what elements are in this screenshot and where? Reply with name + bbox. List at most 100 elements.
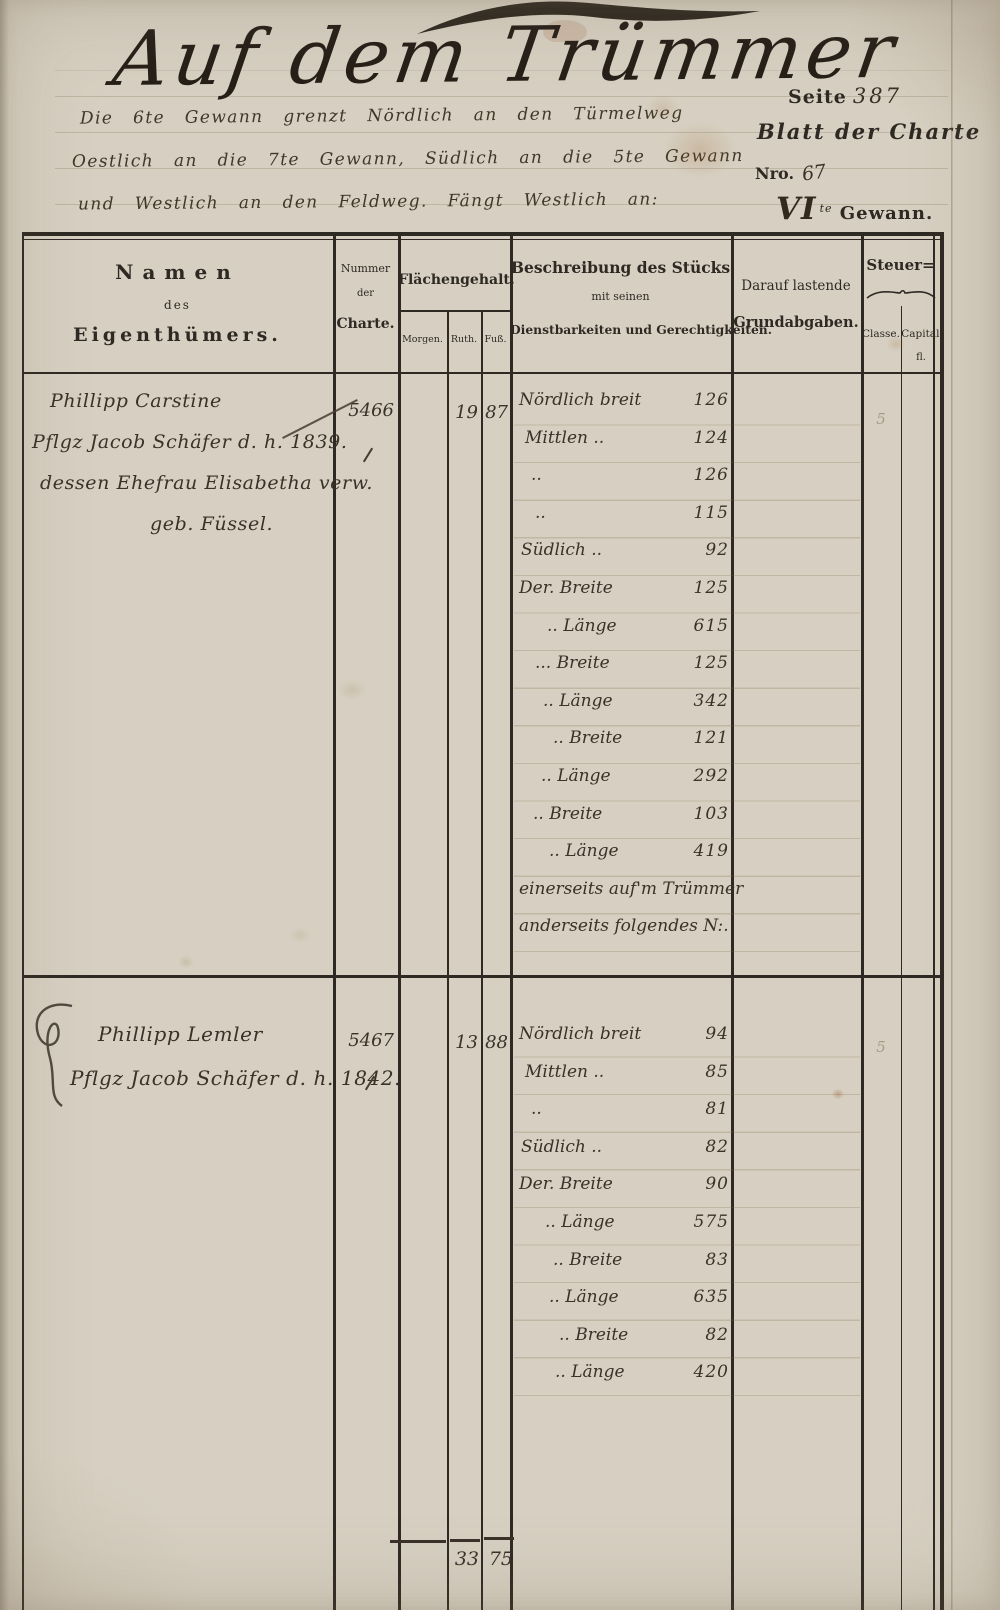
dimension-value: 419 bbox=[693, 841, 729, 862]
dimension-label: .. Länge bbox=[549, 841, 619, 862]
header-darauf-lastende: Darauf lastende bbox=[741, 278, 851, 294]
description-line: einerseits auf'm Trümmer bbox=[519, 879, 743, 917]
dimension-value: 94 bbox=[705, 1024, 729, 1044]
dimension-value: 82 bbox=[705, 1136, 729, 1157]
dimension-label: anderseits folgendes N:. bbox=[519, 916, 729, 937]
dimension-value: 90 bbox=[705, 1174, 729, 1195]
header-steuer: Steuer= bbox=[866, 256, 935, 274]
dimension-value: 125 bbox=[693, 577, 729, 598]
page-left-edge-shadow bbox=[0, 0, 9, 1610]
charte-tick-mark bbox=[362, 447, 374, 463]
description-line: .. Länge 420 bbox=[519, 1362, 733, 1400]
description-line: ... Breite 125 bbox=[519, 653, 733, 691]
header-der: der bbox=[356, 288, 375, 299]
totals-sum-line bbox=[450, 1539, 480, 1542]
dimension-value: 81 bbox=[705, 1099, 729, 1120]
dimension-label: Südlich .. bbox=[521, 1136, 603, 1157]
dimension-value: 342 bbox=[693, 690, 729, 711]
description-list: Nördlich breit 126 Mittlen .. 124.. 126.. 115… bbox=[519, 390, 743, 954]
header-ruth: Ruth. bbox=[450, 334, 478, 345]
dimension-label: .. Länge bbox=[545, 1211, 615, 1232]
dimension-label: Südlich .. bbox=[521, 540, 603, 561]
column-line-classe-capital bbox=[901, 306, 902, 1610]
dimension-label: .. bbox=[531, 1099, 542, 1120]
owner-line: dessen Ehefrau Elisabetha verw. bbox=[32, 472, 372, 513]
description-line: .. Breite 103 bbox=[519, 804, 733, 842]
totals-sum-line bbox=[484, 1537, 514, 1540]
classe-cell: 5 bbox=[876, 1038, 886, 1056]
owner-line: geb. Füssel. bbox=[32, 513, 332, 554]
dimension-value: 103 bbox=[693, 803, 729, 824]
seite-value: 387 bbox=[852, 84, 902, 108]
dimension-label: .. bbox=[535, 502, 546, 523]
description-line: .. Länge 635 bbox=[519, 1287, 733, 1325]
dimension-value: 615 bbox=[693, 615, 729, 636]
dimension-value: 83 bbox=[705, 1249, 729, 1270]
owner-name-entry: Phillipp Lemler Pflgz Jacob Schäfer d. h.… bbox=[70, 1022, 401, 1110]
owner-line-text: Phillipp Carstine bbox=[50, 390, 222, 412]
dimension-label: Mittlen .. bbox=[525, 1061, 605, 1082]
description-line: Der. Breite 125 bbox=[519, 578, 733, 616]
dimension-label: .. bbox=[531, 465, 542, 486]
description-line: Mittlen .. 85 bbox=[519, 1062, 733, 1100]
header-beschreibung: Beschreibung des Stücks bbox=[510, 258, 731, 277]
ruled-line bbox=[55, 204, 948, 205]
dimension-label: .. Länge bbox=[541, 765, 611, 786]
header-charte: Charte. bbox=[336, 316, 395, 332]
dimension-value: 92 bbox=[705, 540, 729, 561]
header-grundabgaben: Grundabgaben. bbox=[733, 314, 859, 331]
page-crease bbox=[951, 0, 953, 1610]
owner-line-text: Pflgz Jacob Schäfer d. h. 1839. bbox=[32, 431, 348, 453]
dimension-label: .. Länge bbox=[543, 690, 613, 711]
header-flaechengehalt: Flächengehalt. bbox=[398, 272, 515, 288]
owner-line: Phillipp Lemler bbox=[70, 1022, 360, 1066]
land-register-table: Namen des Eigenthümers. Nummer der Chart… bbox=[22, 232, 948, 1610]
table-top-border-inner bbox=[22, 239, 944, 240]
column-line-ruth-fuss bbox=[481, 310, 483, 1610]
description-line: Der. Breite 90 bbox=[519, 1174, 733, 1212]
ruled-line bbox=[55, 132, 948, 133]
header-capital-unit: fl. bbox=[916, 352, 926, 363]
owner-line-text: geb. Füssel. bbox=[150, 513, 274, 535]
ruled-line bbox=[55, 96, 948, 97]
title-flourish-swash bbox=[417, 1, 760, 42]
header-mit-seinen: mit seinen bbox=[591, 290, 650, 303]
ruth-cell: 13 bbox=[455, 1032, 478, 1053]
fuss-cell: 87 bbox=[485, 402, 508, 423]
dimension-label: ... Breite bbox=[535, 653, 610, 674]
dimension-label: Mittlen .. bbox=[525, 427, 605, 448]
dimension-label: einerseits auf'm Trümmer bbox=[519, 878, 744, 899]
description-line: .. Länge 615 bbox=[519, 616, 733, 654]
dimension-value: 115 bbox=[693, 502, 729, 523]
dimension-label: Nördlich breit bbox=[519, 1024, 642, 1044]
description-line: .. 115 bbox=[519, 503, 733, 541]
page-title: Auf dem Trümmer bbox=[108, 5, 905, 104]
dimension-value: 85 bbox=[705, 1061, 729, 1082]
description-list: Nördlich breit 94 Mittlen .. 85.. 81 Südlich … bbox=[519, 1024, 733, 1400]
owner-line-text: Phillipp Lemler bbox=[98, 1022, 263, 1046]
dimension-value: 126 bbox=[693, 390, 729, 410]
intro-line: und Westlich an den Feldweg. Fängt Westl… bbox=[77, 189, 659, 215]
dimension-label: .. Breite bbox=[553, 728, 623, 749]
flaechengehalt-subheader-line bbox=[398, 310, 513, 312]
intro-line: Die 6te Gewann grenzt Nördlich an den Tü… bbox=[79, 103, 684, 129]
header-morgen: Morgen. bbox=[402, 334, 443, 345]
description-line: .. Länge 575 bbox=[519, 1212, 733, 1250]
column-line-beschreibung-grund bbox=[731, 232, 734, 1610]
column-line-grund-steuer bbox=[861, 232, 864, 1610]
description-line: .. Breite 121 bbox=[519, 728, 733, 766]
dimension-value: 124 bbox=[693, 427, 729, 448]
gewann-ordinal-suffix: te bbox=[819, 202, 833, 215]
charte-number: Nro. 67 bbox=[755, 160, 828, 185]
description-line: .. Länge 342 bbox=[519, 691, 733, 729]
ruled-line bbox=[55, 70, 948, 71]
seite-label: Seite bbox=[788, 86, 847, 108]
fuss-cell: 88 bbox=[485, 1032, 508, 1053]
dimension-label: .. Länge bbox=[555, 1362, 625, 1383]
table-right-border bbox=[940, 232, 944, 1610]
dimension-value: 635 bbox=[693, 1287, 729, 1308]
description-line: Nördlich breit 126 bbox=[519, 390, 733, 428]
table-right-border-inner bbox=[933, 232, 935, 1610]
total-ruth: 33 bbox=[454, 1548, 479, 1570]
